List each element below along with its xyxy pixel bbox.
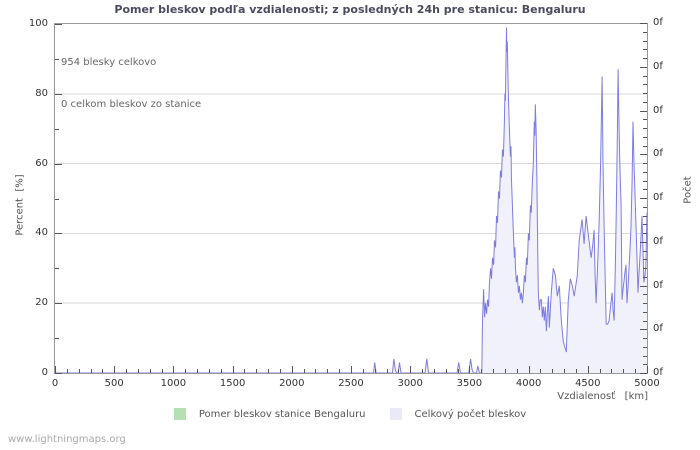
y-right-tick-label: 0f bbox=[653, 192, 663, 203]
y-right-tick-label: 0f bbox=[653, 17, 663, 28]
legend-label-station-ratio: Pomer bleskov stanice Bengaluru bbox=[198, 408, 366, 420]
x-tick-label: 3500 bbox=[456, 378, 483, 389]
x-tick-label: 2500 bbox=[338, 378, 364, 389]
plot-area: 954 blesky celkovo 0 celkom bleskov zo s… bbox=[54, 23, 648, 374]
x-axis-title: Vzdialenosť [km] bbox=[557, 391, 648, 402]
y-right-tick-label: 0f bbox=[653, 148, 663, 160]
y-right-tick-label: 0f bbox=[653, 104, 663, 116]
legend-label-total-count: Celkový počet bleskov bbox=[414, 408, 527, 420]
y-left-tick-label: 60 bbox=[35, 157, 48, 169]
x-tick-label: 2000 bbox=[279, 378, 305, 389]
legend: Pomer bleskov stanice Bengaluru Celkový … bbox=[0, 408, 700, 420]
x-tick-label: 4000 bbox=[515, 378, 542, 389]
y-left-tick-label: 40 bbox=[35, 227, 48, 239]
legend-item-total-count: Celkový počet bleskov bbox=[389, 408, 527, 420]
y-right-tick-label: 0f bbox=[653, 60, 663, 72]
y-right-tick-label: 0f bbox=[653, 279, 663, 291]
x-tick-label: 4500 bbox=[575, 378, 601, 389]
x-tick-label: 500 bbox=[104, 378, 124, 389]
x-tick-label: 1500 bbox=[219, 378, 246, 389]
y-right-tick-label: 0f bbox=[653, 367, 663, 378]
x-tick-label: 3000 bbox=[397, 378, 423, 389]
y-right-tick-label: 0f bbox=[653, 235, 663, 247]
chart-title: Pomer bleskov podľa vzdialenosti; z posl… bbox=[114, 3, 586, 16]
y-right-tick-label: 0f bbox=[653, 323, 663, 335]
x-tick-label: 0 bbox=[51, 378, 59, 389]
y-left-tick-label: 0 bbox=[41, 367, 48, 378]
y-left-tick-label: 80 bbox=[35, 87, 48, 99]
y-axis-right-title: Počet bbox=[682, 176, 694, 204]
legend-item-station-ratio: Pomer bleskov stanice Bengaluru bbox=[173, 408, 366, 420]
legend-swatch-station-ratio bbox=[173, 408, 186, 420]
annotation-total-strikes: 954 blesky celkovo bbox=[61, 57, 157, 68]
annotation-station-strikes: 0 celkom bleskov zo stanice bbox=[61, 99, 202, 110]
y-left-tick-label: 100 bbox=[28, 18, 48, 29]
x-tick-label: 1000 bbox=[160, 378, 187, 389]
in-plot-annotation: 954 blesky celkovo 0 celkom bleskov zo s… bbox=[61, 28, 201, 140]
y-axis-left-title: Percent [%] bbox=[14, 174, 26, 236]
y-left-tick-label: 20 bbox=[35, 297, 48, 309]
chart-canvas bbox=[54, 23, 648, 374]
watermark: www.lightningmaps.org bbox=[8, 434, 126, 445]
x-tick-label: 5000 bbox=[634, 378, 660, 389]
legend-swatch-total-count bbox=[389, 408, 402, 420]
